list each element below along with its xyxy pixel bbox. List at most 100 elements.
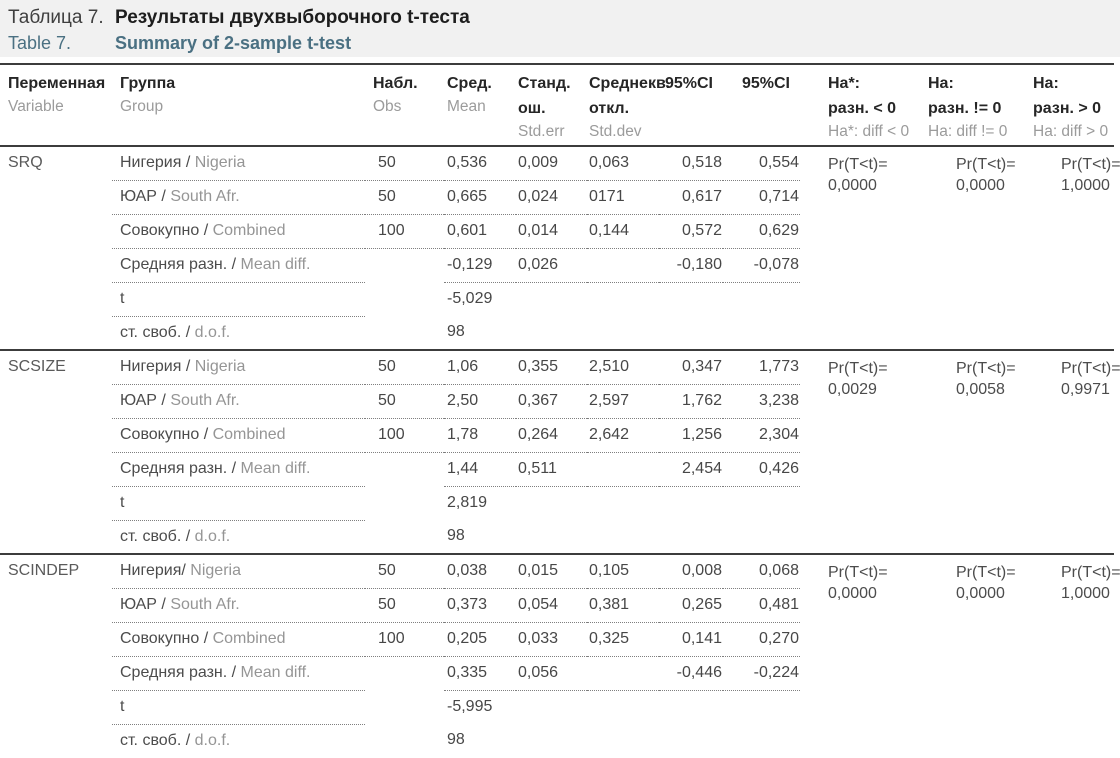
group-label-ru: ЮАР / <box>120 187 166 205</box>
cell-ha_lt: Pr(T<t)= 0,0000 <box>800 554 928 758</box>
cell-obs <box>365 690 444 724</box>
cell-group: Совокупно / Combined <box>112 622 365 657</box>
cell-ci_high: -0,078 <box>723 248 800 283</box>
group-label-en: Nigeria <box>194 154 246 171</box>
cell-ci_low <box>659 282 723 316</box>
cell-ci_low: -0,180 <box>659 248 723 283</box>
cell-stddev <box>587 724 659 758</box>
group-label-en: Nigeria <box>194 358 246 375</box>
cell-mean: 98 <box>447 731 465 748</box>
cell-ci_low: 0,347 <box>659 350 723 385</box>
cell-ci_low: -0,446 <box>659 656 723 691</box>
cell-stderr: 0,015 <box>516 554 587 589</box>
column-header-stddev: Среднекв. откл. Std.dev <box>587 63 670 147</box>
cell-obs <box>365 316 444 351</box>
cell-obs: 50 <box>365 146 444 181</box>
table-row: Средняя разн. / Mean diff. 0,335 0,056 -0,4… <box>0 656 1114 691</box>
ha-formula-label: Pr(T<t)= <box>956 360 1016 377</box>
cell-ha_ne: Pr(T<t)= 0,0000 <box>928 554 1033 758</box>
table-row: SCINDEP Нигерия/ Nigeria 50 0,038 0,015 0,105… <box>0 554 1120 602</box>
cell-ci_high: 3,238 <box>723 384 800 419</box>
ha-p-value: 0,0000 <box>828 177 877 194</box>
column-header-variable: Переменная Variable <box>0 63 112 147</box>
cell-ci_low: 1,256 <box>659 418 723 453</box>
table-row: ЮАР / South Afr. 50 0,373 0,054 0,381 0,265 0,… <box>0 588 1114 623</box>
cell-ci_low <box>659 520 723 555</box>
ha-p-value: 1,0000 <box>1061 177 1110 194</box>
cell-obs: 50 <box>365 350 444 385</box>
cell-mean: 2,819 <box>447 493 488 511</box>
cell-group: ЮАР / South Afr. <box>112 180 365 215</box>
cell-stddev <box>587 282 659 316</box>
group-label-ru: Средняя разн. / <box>120 255 237 273</box>
group-label-ru: Нигерия/ <box>120 562 186 579</box>
group-label-ru: Совокупно / <box>120 425 209 443</box>
table-row: ст. своб. / d.o.f. 98 <box>0 724 1114 758</box>
section-srq: SRQ Нигерия / Nigeria 50 0,536 0,009 0,063 0,5… <box>0 146 1120 351</box>
group-label-ru: ЮАР / <box>120 391 166 409</box>
cell-ci_high: 2,304 <box>723 418 800 453</box>
group-label-ru: Совокупно / <box>120 221 209 239</box>
group-label-ru: Средняя разн. / <box>120 459 237 477</box>
cell-mean: 0,335 <box>444 656 516 691</box>
cell-variable: SCINDEP <box>8 562 80 579</box>
column-header-stderr: Станд. ош. Std.err <box>516 63 587 147</box>
cell-stderr: 0,264 <box>516 418 587 453</box>
ha-p-value: 0,0000 <box>956 177 1005 194</box>
group-label-ru: t <box>120 493 125 511</box>
cell-stderr <box>516 520 587 555</box>
cell-ci_high: 0,554 <box>723 146 800 181</box>
cell-group: ст. своб. / d.o.f. <box>112 724 365 758</box>
ha-p-value: 0,0000 <box>956 585 1005 602</box>
cell-group: ст. своб. / d.o.f. <box>112 316 365 351</box>
cell-group: Средняя разн. / Mean diff. <box>112 656 365 691</box>
cell-stderr: 0,056 <box>516 656 587 691</box>
cell-ha_gt: Pr(T<t)= 0,9971 <box>1033 350 1120 555</box>
cell-mean: -0,129 <box>444 248 516 283</box>
header-row: Переменная Variable Группа Group Набл. Obs Сре… <box>0 63 1114 147</box>
cell-stderr: 0,054 <box>516 588 587 623</box>
table-row: Средняя разн. / Mean diff. 1,44 0,511 2,454… <box>0 452 1114 487</box>
cell-ci_high <box>723 316 800 351</box>
cell-ha_lt: Pr(T<t)= 0,0029 <box>800 350 928 555</box>
group-label-en: d.o.f. <box>194 731 231 749</box>
group-label-en: Nigeria <box>190 562 241 579</box>
cell-ha_gt: Pr(T<t)= 1,0000 <box>1033 146 1120 351</box>
cell-group: Нигерия / Nigeria <box>112 350 365 385</box>
cell-stddev <box>587 486 659 520</box>
cell-ci_high <box>723 690 800 724</box>
table-row: Совокупно / Combined 100 1,78 0,264 2,642 1,2… <box>0 418 1114 453</box>
cell-mean: 0,601 <box>444 214 516 249</box>
cell-obs: 50 <box>365 554 444 589</box>
cell-mean: 1,78 <box>444 418 516 453</box>
table-caption: Таблица 7. Результаты двухвыборочного t-… <box>0 0 1120 57</box>
cell-obs: 50 <box>365 384 444 419</box>
cell-mean: 1,44 <box>444 452 516 487</box>
group-label-en: Combined <box>212 221 286 239</box>
cell-ci_high: 0,068 <box>723 554 800 589</box>
cell-obs: 50 <box>365 588 444 623</box>
cell-mean: 2,50 <box>444 384 516 419</box>
table-row: ст. своб. / d.o.f. 98 <box>0 520 1114 555</box>
table-row: ЮАР / South Afr. 50 2,50 0,367 2,597 1,762 3,2… <box>0 384 1114 419</box>
column-header-ha_gt: Ha: разн. > 0 Ha: diff > 0 <box>1033 63 1114 147</box>
column-header-mean: Сред. Mean <box>444 63 516 147</box>
cell-group: t <box>112 690 365 725</box>
cell-ha_gt: Pr(T<t)= 1,0000 <box>1033 554 1120 758</box>
cell-stderr: 0,009 <box>516 146 587 181</box>
cell-mean: 0,373 <box>444 588 516 623</box>
cell-mean: 0,205 <box>444 622 516 657</box>
cell-stderr: 0,024 <box>516 180 587 215</box>
cell-stderr <box>516 724 587 758</box>
ha-formula-label: Pr(T<t)= <box>1061 156 1120 173</box>
cell-ha_ne: Pr(T<t)= 0,0000 <box>928 146 1033 351</box>
t-test-results-table: Переменная Variable Группа Group Набл. Obs Сре… <box>0 63 1120 758</box>
table-row: Средняя разн. / Mean diff. -0,129 0,026 -0,… <box>0 248 1114 283</box>
section-scindep: SCINDEP Нигерия/ Nigeria 50 0,038 0,015 0,105… <box>0 554 1120 758</box>
group-label-ru: t <box>120 289 125 307</box>
cell-obs: 50 <box>365 180 444 215</box>
group-label-en: d.o.f. <box>194 527 231 545</box>
ha-formula-label: Pr(T<t)= <box>1061 360 1120 377</box>
group-label-ru: ст. своб. / <box>120 527 191 545</box>
caption-title-ru: Результаты двухвыборочного t-теста <box>115 7 470 28</box>
